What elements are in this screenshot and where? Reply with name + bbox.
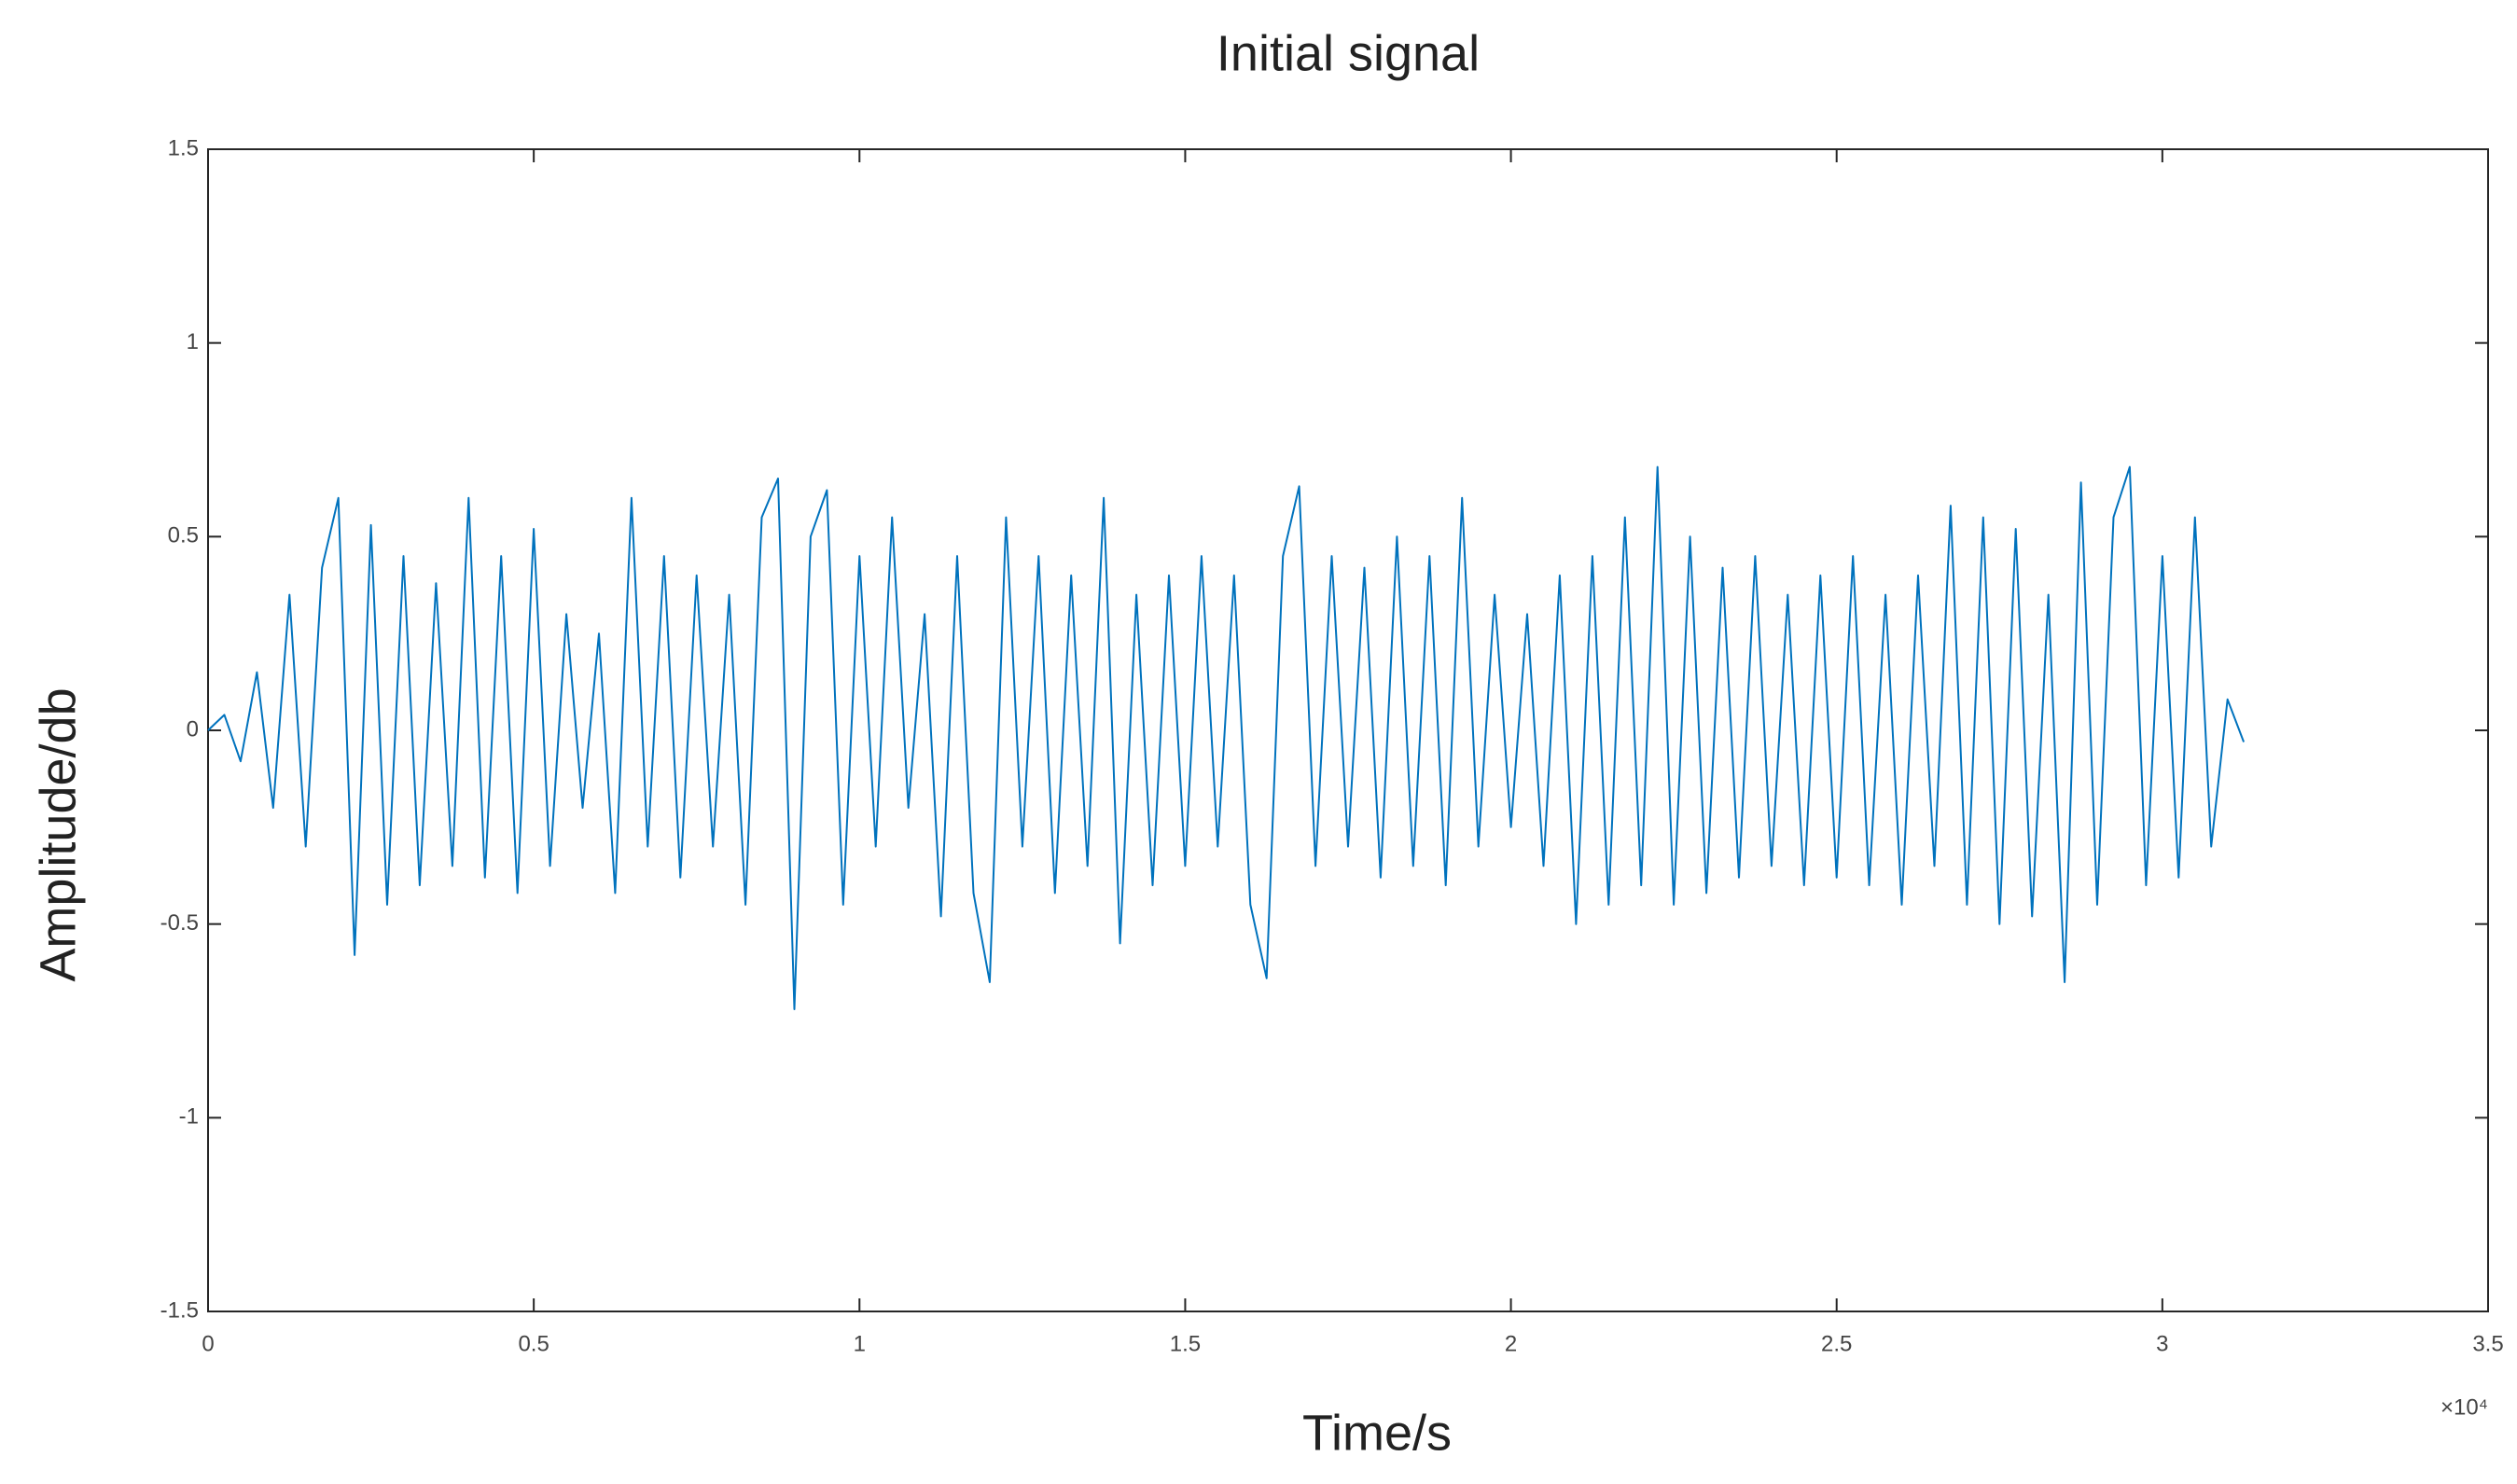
plot-frame xyxy=(207,148,2489,1312)
x-tick-label: 2.5 xyxy=(1821,1331,1852,1356)
y-tick-label: 0.5 xyxy=(168,523,199,548)
x-tick-label: 2 xyxy=(1505,1331,1517,1356)
signal-line xyxy=(207,465,2246,1010)
x-tick-label: 0.5 xyxy=(518,1331,549,1356)
y-tick-label: -1.5 xyxy=(160,1297,199,1323)
y-tick-label: 1 xyxy=(187,329,199,354)
y-tick-label: 1.5 xyxy=(168,135,199,160)
y-axis-label: Amplitude/db xyxy=(30,687,86,981)
y-tick-label: -1 xyxy=(179,1104,199,1130)
x-tick-label: 1 xyxy=(854,1331,866,1356)
y-tick-label: 0 xyxy=(187,716,199,742)
x-tick-label: 1.5 xyxy=(1170,1331,1201,1356)
x-tick-label: 0 xyxy=(202,1331,214,1356)
chart-title: Initial signal xyxy=(1217,25,1480,81)
x-exponent-label: ×10⁴ xyxy=(2441,1394,2488,1420)
x-axis-label: Time/s xyxy=(1302,1405,1452,1461)
y-tick-label: -0.5 xyxy=(160,910,199,936)
x-tick-label: 3 xyxy=(2156,1331,2168,1356)
x-tick-label: 3.5 xyxy=(2472,1331,2503,1356)
